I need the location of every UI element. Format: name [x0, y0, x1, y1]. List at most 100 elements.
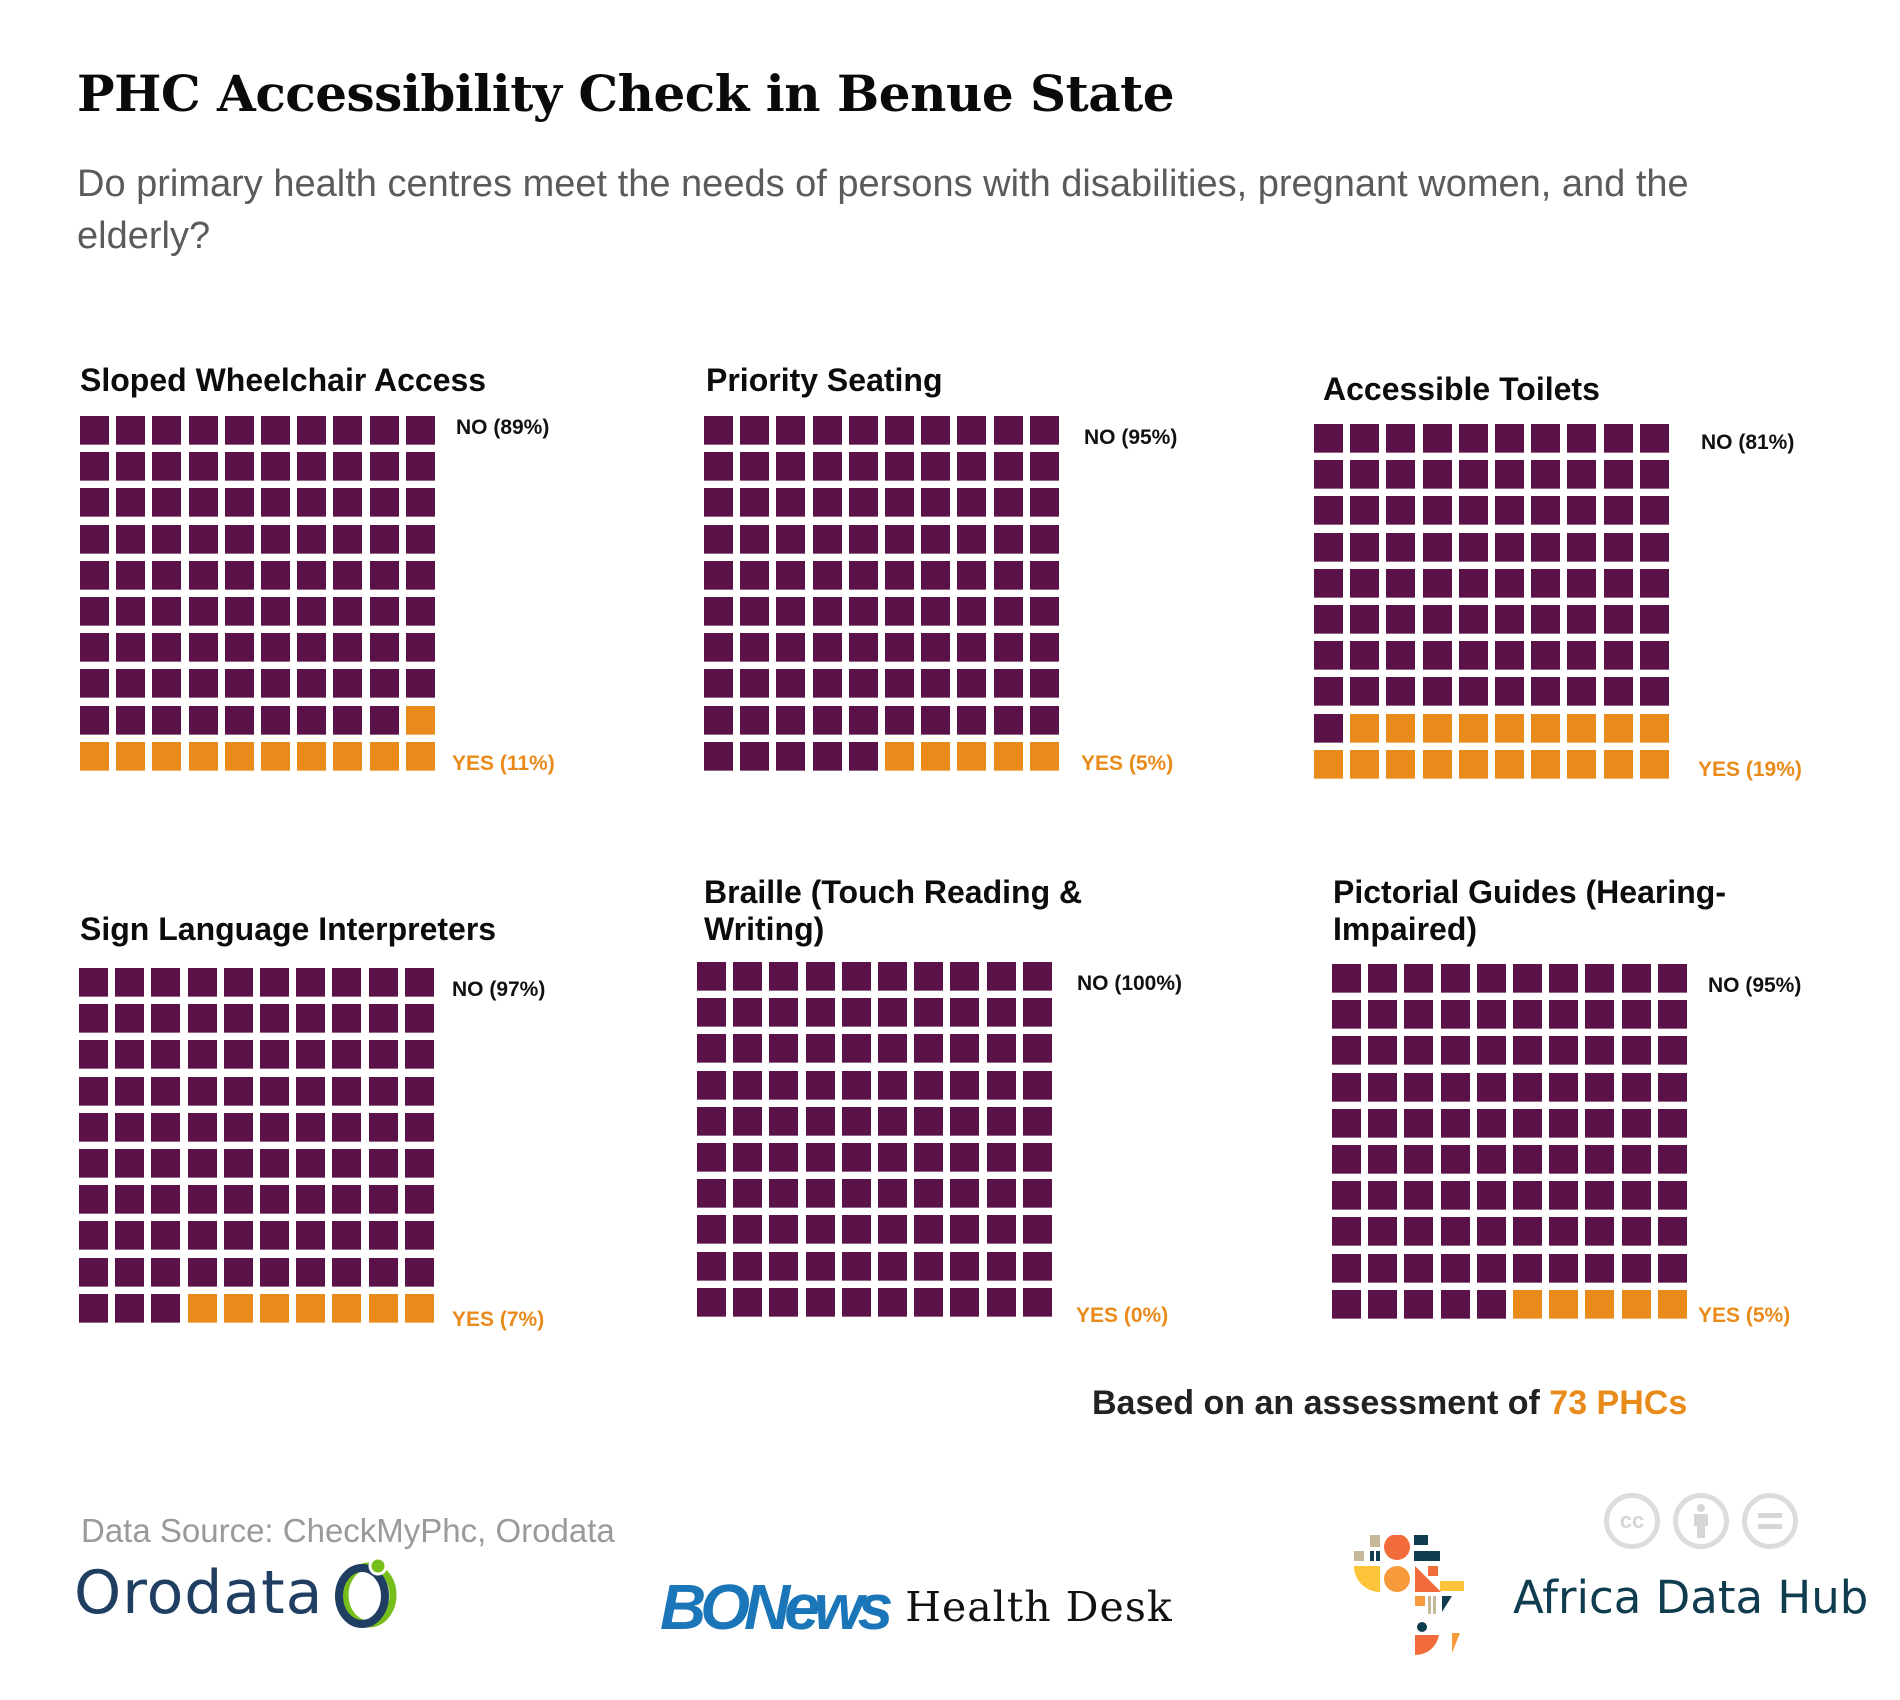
- no-square: [993, 633, 1023, 663]
- no-square: [1386, 605, 1416, 634]
- no-square: [1022, 998, 1052, 1028]
- no-square: [1476, 1000, 1506, 1030]
- no-square: [1621, 1217, 1651, 1247]
- no-square: [1422, 677, 1452, 707]
- attribution-icon: [1673, 1493, 1729, 1549]
- waffle-grid-0: [80, 416, 442, 778]
- no-square: [369, 597, 399, 626]
- no-square: [405, 669, 435, 699]
- no-square: [950, 1215, 980, 1245]
- no-square: [1549, 1253, 1579, 1283]
- no-square: [914, 1143, 944, 1172]
- yes-square: [223, 1293, 253, 1323]
- no-square: [368, 1221, 398, 1251]
- no-square: [151, 1076, 181, 1106]
- no-square: [1549, 1036, 1579, 1066]
- no-square: [1603, 605, 1633, 634]
- no-square: [848, 741, 878, 771]
- no-square: [921, 488, 951, 518]
- no-square: [1440, 1145, 1470, 1174]
- no-square: [152, 524, 182, 554]
- no-square: [151, 1185, 181, 1215]
- yes-square: [885, 741, 914, 771]
- no-square: [368, 1004, 398, 1034]
- no-square: [848, 488, 878, 518]
- no-square: [1314, 532, 1343, 562]
- no-label-3: NO (97%): [452, 978, 546, 1001]
- health-desk-label: Health Desk: [905, 1583, 1173, 1631]
- no-square: [80, 597, 109, 626]
- no-square: [188, 560, 218, 590]
- no-square: [1029, 597, 1059, 626]
- no-square: [1458, 496, 1488, 526]
- no-square: [1549, 1145, 1579, 1174]
- no-square: [187, 1112, 217, 1142]
- no-square: [1314, 460, 1343, 490]
- no-square: [1531, 532, 1561, 562]
- no-square: [187, 1257, 217, 1287]
- no-square: [188, 669, 218, 699]
- no-square: [1029, 524, 1059, 554]
- no-square: [841, 998, 871, 1028]
- no-square: [368, 1257, 398, 1287]
- no-square: [297, 597, 327, 626]
- no-square: [79, 1112, 108, 1142]
- africa-data-hub-logo-icon: [1354, 1535, 1464, 1655]
- no-square: [116, 669, 146, 699]
- no-square: [812, 560, 842, 590]
- no-square: [1639, 641, 1669, 671]
- no-square: [1440, 1289, 1470, 1319]
- no-square: [369, 633, 399, 663]
- no-square: [921, 524, 951, 554]
- no-square: [261, 452, 290, 482]
- yes-label-3: YES (7%): [452, 1308, 545, 1331]
- no-square: [1404, 1181, 1434, 1211]
- no-square: [80, 633, 109, 663]
- no-square: [1440, 1217, 1470, 1247]
- yes-square: [1458, 749, 1488, 779]
- no-square: [261, 488, 290, 518]
- no-square: [332, 1149, 362, 1178]
- no-square: [1440, 1036, 1470, 1066]
- no-square: [957, 597, 987, 626]
- no-square: [1350, 605, 1380, 634]
- no-square: [80, 669, 109, 699]
- no-square: [704, 524, 733, 554]
- no-square: [1585, 964, 1615, 993]
- yes-square: [152, 741, 182, 771]
- no-square: [878, 1143, 907, 1172]
- yes-square: [1639, 713, 1669, 743]
- no-square: [805, 1215, 835, 1245]
- no-square: [1022, 1287, 1052, 1317]
- yes-square: [1603, 749, 1633, 779]
- no-square: [740, 669, 770, 699]
- cc-icon: cc: [1604, 1493, 1660, 1549]
- no-square: [769, 1179, 799, 1209]
- no-square: [993, 452, 1023, 482]
- no-square: [79, 968, 108, 997]
- no-square: [79, 1004, 108, 1034]
- no-square: [224, 452, 254, 482]
- no-square: [1422, 568, 1452, 598]
- no-square: [848, 560, 878, 590]
- no-square: [260, 1221, 289, 1251]
- yes-square: [296, 1293, 326, 1323]
- no-square: [1567, 568, 1597, 598]
- no-square: [1585, 1036, 1615, 1066]
- no-square: [151, 1040, 181, 1070]
- no-square: [152, 452, 182, 482]
- no-square: [79, 1293, 108, 1323]
- no-square: [1022, 1215, 1052, 1245]
- no-square: [1657, 1108, 1687, 1138]
- no-square: [1458, 641, 1488, 671]
- no-square: [260, 968, 289, 997]
- no-square: [986, 1070, 1016, 1100]
- no-square: [993, 416, 1023, 445]
- no-square: [1422, 641, 1452, 671]
- no-square: [115, 1293, 145, 1323]
- waffle-grid-1: [704, 416, 1066, 778]
- no-square: [885, 669, 914, 699]
- no-square: [1549, 1181, 1579, 1211]
- no-square: [1368, 1108, 1398, 1138]
- no-square: [769, 962, 799, 991]
